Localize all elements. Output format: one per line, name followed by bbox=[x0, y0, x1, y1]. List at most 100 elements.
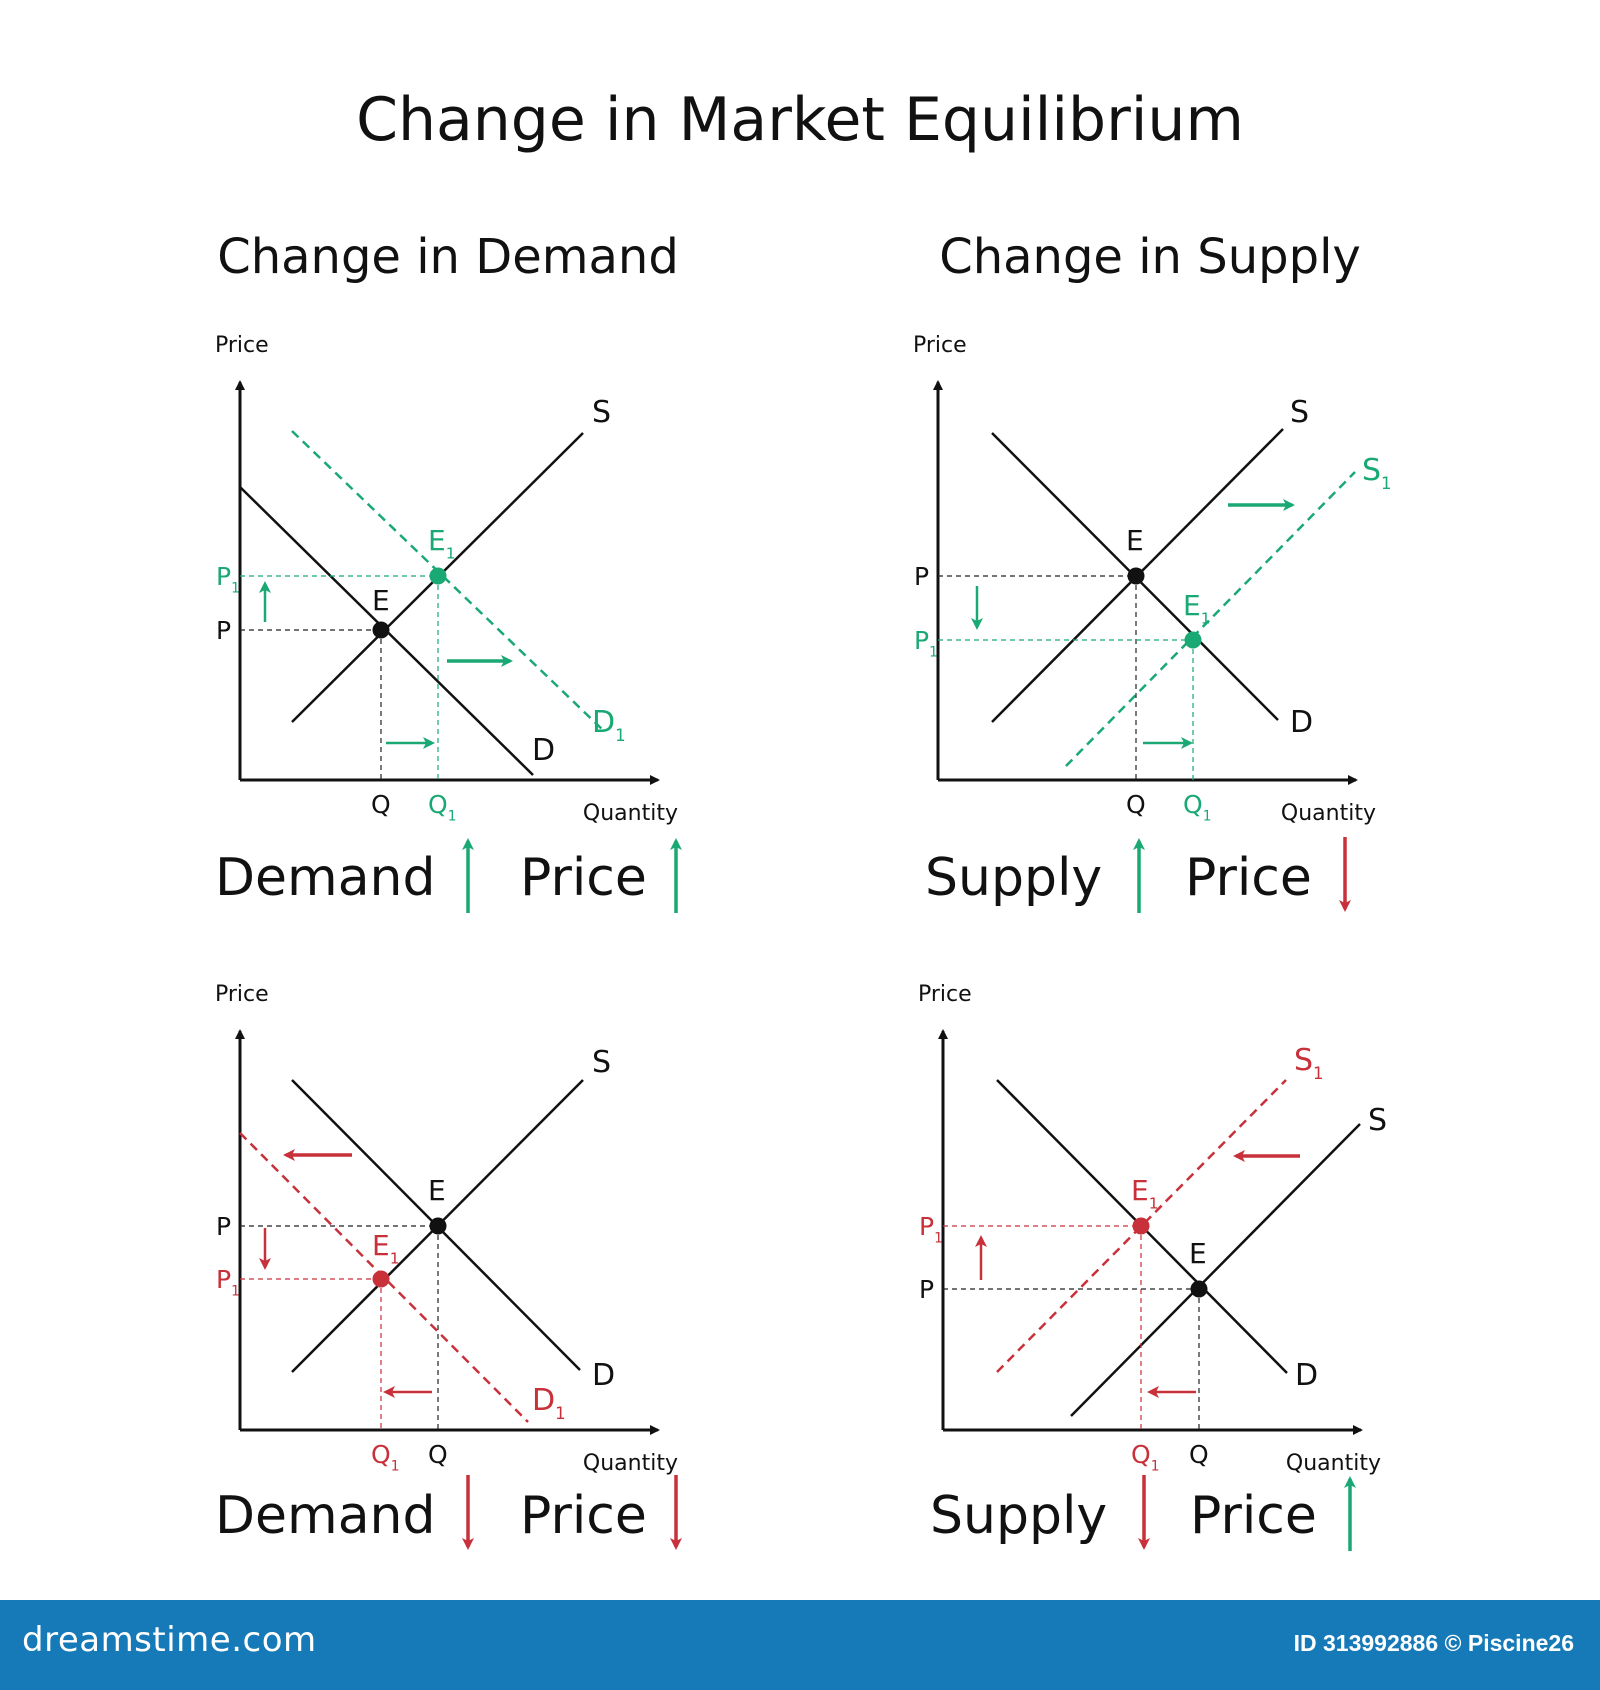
price-tick-label-text: P bbox=[919, 1275, 934, 1304]
quantity-tick-label-1-subscript: 1 bbox=[448, 809, 457, 825]
caption-left-text: Supply bbox=[930, 1486, 1107, 1546]
equilibrium-point bbox=[372, 621, 390, 639]
equilibrium-label: E bbox=[372, 584, 390, 617]
curve-label-d: D bbox=[1295, 1358, 1318, 1393]
x-axis-label: Quantity bbox=[583, 801, 678, 826]
equilibrium-label-text: E bbox=[1126, 524, 1144, 557]
price-tick-label-1: P1 bbox=[216, 562, 240, 597]
price-tick-label-1-text: P bbox=[216, 1265, 231, 1294]
y-axis-label: Price bbox=[215, 982, 269, 1007]
curve-label-s: S bbox=[592, 1045, 611, 1080]
curve-d1 bbox=[239, 1132, 529, 1423]
quantity-tick-label-1: Q1 bbox=[371, 1440, 399, 1475]
image-id-credit: ID 313992886 © Piscine26 bbox=[1293, 1630, 1574, 1656]
quantity-tick-label-1-subscript: 1 bbox=[391, 1459, 400, 1475]
equilibrium-point-1 bbox=[1184, 631, 1202, 649]
quantity-tick-label-1: Q1 bbox=[428, 790, 456, 825]
price-tick-label-text: P bbox=[216, 616, 231, 645]
curve-label-d-text: D bbox=[1295, 1358, 1318, 1393]
equilibrium-label-1: E1 bbox=[1131, 1174, 1159, 1212]
price-tick-label-1-text: P bbox=[914, 626, 929, 655]
caption-left-text-text: Demand bbox=[215, 848, 436, 908]
price-tick-label-1-text: P bbox=[216, 562, 231, 591]
quantity-tick-label-text: Q bbox=[428, 1440, 448, 1469]
equilibrium-point-1 bbox=[1132, 1217, 1150, 1235]
y-axis-label-text: Price bbox=[913, 333, 967, 358]
caption-right-text-text: Price bbox=[1190, 1486, 1317, 1546]
curve-label-s1-subscript: 1 bbox=[1381, 474, 1392, 493]
quantity-tick-label-1: Q1 bbox=[1131, 1440, 1159, 1475]
curve-label-s1-subscript: 1 bbox=[1313, 1064, 1324, 1083]
curve-label-s1-text: S bbox=[1362, 453, 1381, 488]
curve-label-d: D bbox=[1290, 705, 1313, 740]
equilibrium-label-1-subscript: 1 bbox=[390, 1249, 400, 1267]
y-axis-label: Price bbox=[913, 333, 967, 358]
curve-label-d-text: D bbox=[1290, 705, 1313, 740]
caption-left-text-text: Supply bbox=[930, 1486, 1107, 1546]
caption-demand-increase: Demand Price bbox=[215, 838, 682, 913]
equilibrium-label-1-subscript: 1 bbox=[1201, 609, 1211, 627]
quantity-tick-label-1-text: Q bbox=[1131, 1440, 1151, 1469]
equilibrium-label-1-subscript: 1 bbox=[1149, 1194, 1159, 1212]
quantity-tick-label-text: Q bbox=[1126, 790, 1146, 819]
curve-label-d1-subscript: 1 bbox=[615, 726, 626, 745]
quantity-tick-label-1-subscript: 1 bbox=[1203, 809, 1212, 825]
curve-label-s: S bbox=[1368, 1103, 1387, 1138]
price-tick-label-1-text: P bbox=[919, 1212, 934, 1241]
curve-s bbox=[1070, 1123, 1361, 1417]
equilibrium-label-1-text: E bbox=[1183, 589, 1201, 622]
curve-label-d1: D1 bbox=[592, 705, 626, 745]
x-axis-label-text: Quantity bbox=[583, 1451, 678, 1476]
caption-right-text: Price bbox=[1190, 1486, 1317, 1546]
x-axis-label-text: Quantity bbox=[583, 801, 678, 826]
equilibrium-label-text: E bbox=[372, 584, 390, 617]
price-tick-label-1: P1 bbox=[914, 626, 938, 661]
curve-label-s: S bbox=[1290, 395, 1309, 430]
caption-right-text: Price bbox=[520, 848, 647, 908]
curve-label-s: S bbox=[592, 395, 611, 430]
caption-left-text: Demand bbox=[215, 1486, 436, 1546]
price-tick-label: P bbox=[914, 562, 929, 591]
price-tick-label-text: P bbox=[216, 1212, 231, 1241]
y-axis-label-text: Price bbox=[215, 982, 269, 1007]
x-axis-label: Quantity bbox=[1281, 801, 1376, 826]
price-tick-label-1-subscript: 1 bbox=[231, 1284, 240, 1300]
equilibrium-point bbox=[1190, 1280, 1208, 1298]
equilibrium-point-1 bbox=[372, 1270, 390, 1288]
curve-label-d: D bbox=[592, 1358, 615, 1393]
equilibrium-label-1-text: E bbox=[1131, 1174, 1149, 1207]
curve-s1 bbox=[1065, 471, 1356, 767]
equilibrium-label-1-subscript: 1 bbox=[446, 544, 456, 562]
caption-right-text: Price bbox=[520, 1486, 647, 1546]
x-axis-label: Quantity bbox=[1286, 1451, 1381, 1476]
quantity-tick-label: Q bbox=[428, 1440, 448, 1469]
caption-left-text-text: Supply bbox=[925, 848, 1102, 908]
price-tick-label-text: P bbox=[914, 562, 929, 591]
curve-label-d1: D1 bbox=[532, 1383, 566, 1423]
caption-demand-decrease: Demand Price bbox=[215, 1475, 682, 1550]
curve-label-s-text: S bbox=[592, 1045, 611, 1080]
equilibrium-label-text: E bbox=[1189, 1237, 1207, 1270]
quantity-tick-label-text: Q bbox=[371, 790, 391, 819]
equilibrium-point bbox=[429, 1217, 447, 1235]
equilibrium-diagram: Change in Market Equilibrium Change in D… bbox=[215, 85, 1392, 1551]
equilibrium-label-text: E bbox=[428, 1174, 446, 1207]
quantity-tick-label-text: Q bbox=[1189, 1440, 1209, 1469]
equilibrium-label-1: E1 bbox=[372, 1229, 400, 1267]
curve-label-s-text: S bbox=[592, 395, 611, 430]
y-axis-label-text: Price bbox=[918, 982, 972, 1007]
curve-label-d-text: D bbox=[532, 733, 555, 768]
price-tick-label-1-subscript: 1 bbox=[934, 1231, 943, 1247]
curve-label-s-text: S bbox=[1368, 1103, 1387, 1138]
x-axis-label: Quantity bbox=[583, 1451, 678, 1476]
curve-d1 bbox=[291, 430, 606, 733]
equilibrium-label: E bbox=[1189, 1237, 1207, 1270]
curve-label-s-text: S bbox=[1290, 395, 1309, 430]
price-tick-label: P bbox=[216, 616, 231, 645]
caption-right-text-text: Price bbox=[520, 848, 647, 908]
curve-label-d1-text: D bbox=[592, 705, 615, 740]
quantity-tick-label-1-text: Q bbox=[428, 790, 448, 819]
price-tick-label: P bbox=[919, 1275, 934, 1304]
curve-s1 bbox=[996, 1079, 1287, 1373]
